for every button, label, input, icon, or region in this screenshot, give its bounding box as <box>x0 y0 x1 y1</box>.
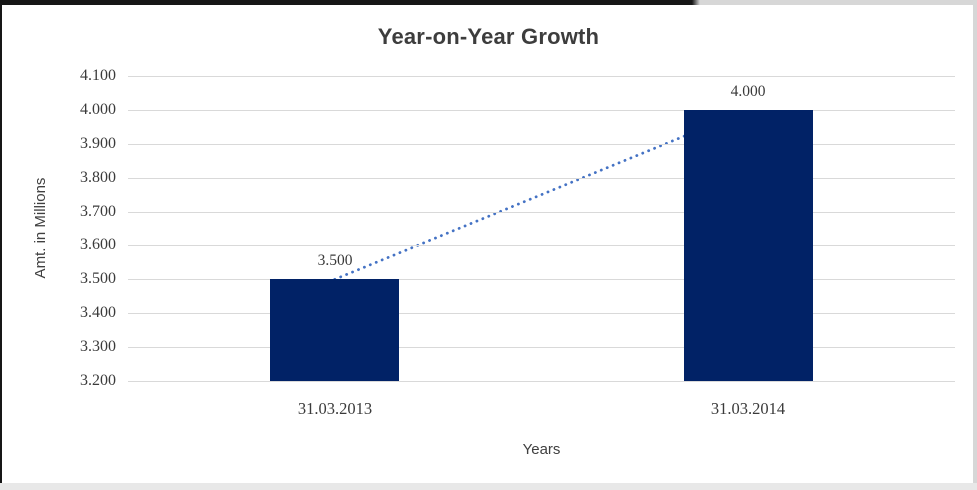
gridline <box>128 279 955 280</box>
gridline <box>128 144 955 145</box>
gridline <box>128 347 955 348</box>
gridline <box>128 245 955 246</box>
bar-data-label: 3.500 <box>317 252 353 269</box>
y-tick-label: 4.000 <box>80 101 116 118</box>
gridline <box>128 313 955 314</box>
x-axis-title: Years <box>522 441 561 458</box>
gridline <box>128 178 955 179</box>
y-tick-label: 3.300 <box>80 338 116 355</box>
frame-border-left <box>0 0 2 483</box>
bar <box>684 110 813 381</box>
y-tick-label: 3.800 <box>80 169 116 186</box>
frame-border-right <box>973 0 977 490</box>
gridline <box>128 76 955 77</box>
gridline <box>128 212 955 213</box>
bar <box>270 279 399 381</box>
x-category-label: 31.03.2013 <box>297 399 373 418</box>
y-tick-label: 3.600 <box>80 236 116 253</box>
y-tick-label: 3.700 <box>80 203 116 220</box>
chart-title: Year-on-Year Growth <box>377 24 600 49</box>
bar-data-label: 4.000 <box>730 83 766 100</box>
gridline <box>128 381 955 382</box>
x-category-label: 31.03.2014 <box>710 399 786 418</box>
frame-border-bottom <box>0 483 977 490</box>
y-tick-label: 3.900 <box>80 135 116 152</box>
y-tick-label: 4.100 <box>80 67 116 84</box>
y-tick-label: 3.500 <box>80 270 116 287</box>
y-tick-label: 3.200 <box>80 372 116 389</box>
gridline <box>128 110 955 111</box>
frame-border-top <box>0 0 977 5</box>
y-tick-label: 3.400 <box>80 304 116 321</box>
